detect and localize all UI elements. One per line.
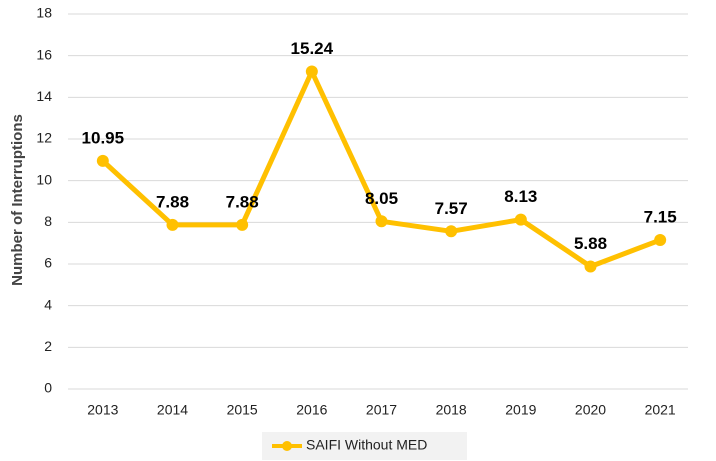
data-label: 10.95 (82, 128, 125, 147)
data-label: 8.13 (504, 187, 537, 206)
y-tick-label: 12 (36, 130, 52, 146)
marker (514, 213, 527, 226)
marker (236, 218, 249, 231)
data-label: 5.88 (574, 234, 607, 253)
marker (305, 65, 318, 78)
y-tick-label: 10 (36, 171, 52, 187)
y-tick-label: 2 (44, 338, 52, 354)
x-tick-label: 2019 (505, 402, 536, 418)
marker (584, 260, 597, 273)
data-label: 7.88 (156, 192, 189, 211)
y-tick-label: 14 (36, 88, 52, 104)
marker (654, 234, 667, 247)
x-tick-label: 2020 (575, 402, 606, 418)
y-tick-label: 16 (36, 46, 52, 62)
y-tick-label: 6 (44, 255, 52, 271)
x-tick-label: 2018 (436, 402, 467, 418)
x-tick-label: 2014 (157, 402, 188, 418)
y-tick-label: 0 (44, 380, 52, 396)
y-axis-label: Number of Interruptions (9, 114, 26, 286)
data-label: 7.88 (226, 192, 259, 211)
x-tick-label: 2017 (366, 402, 397, 418)
x-tick-label: 2016 (296, 402, 327, 418)
marker (96, 154, 109, 167)
x-tick-label: 2021 (645, 402, 676, 418)
legend-label: SAIFI Without MED (306, 437, 427, 453)
data-label: 7.15 (644, 208, 677, 227)
data-label: 7.57 (435, 199, 468, 218)
x-tick-label: 2013 (87, 402, 118, 418)
marker (375, 215, 388, 228)
data-label: 8.05 (365, 189, 398, 208)
x-tick-label: 2015 (227, 402, 258, 418)
y-tick-label: 4 (44, 296, 52, 312)
data-label: 15.24 (291, 39, 334, 58)
marker (166, 218, 179, 231)
y-tick-label: 18 (36, 5, 52, 21)
marker (445, 225, 458, 238)
y-tick-label: 8 (44, 213, 52, 229)
legend-marker (282, 441, 292, 451)
